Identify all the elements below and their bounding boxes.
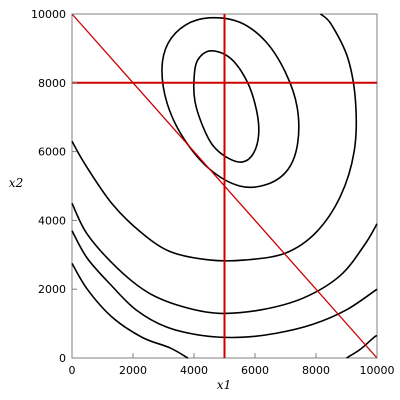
x-tick-label: 4000 bbox=[180, 364, 208, 377]
y-axis-label: x2 bbox=[9, 176, 23, 190]
contour-line bbox=[346, 334, 378, 359]
contour-line bbox=[161, 16, 300, 189]
contour-line bbox=[71, 202, 378, 315]
contour-lines bbox=[71, 13, 378, 359]
y-tick-label: 0 bbox=[59, 352, 66, 365]
x-axis-label: x1 bbox=[217, 378, 231, 392]
y-tick-label: 4000 bbox=[38, 214, 66, 227]
y-tick-label: 10000 bbox=[31, 8, 66, 21]
x-tick-label: 10000 bbox=[360, 364, 395, 377]
y-tick-label: 2000 bbox=[38, 283, 66, 296]
axis-ticks: 0 2000 4000 6000 8000 10000 0 2000 4000 6000 8000 1… bbox=[31, 8, 395, 377]
x-tick-label: 0 bbox=[69, 364, 76, 377]
x-tick-label: 2000 bbox=[119, 364, 147, 377]
constraint-lines bbox=[71, 13, 378, 359]
contour-line bbox=[71, 230, 378, 339]
y-tick-label: 6000 bbox=[38, 146, 66, 159]
contour-line bbox=[71, 262, 189, 359]
contour-line bbox=[192, 50, 260, 163]
x-tick-label: 8000 bbox=[302, 364, 330, 377]
x-tick-label: 6000 bbox=[241, 364, 269, 377]
contour-line bbox=[71, 13, 358, 262]
y-tick-label: 8000 bbox=[38, 77, 66, 90]
